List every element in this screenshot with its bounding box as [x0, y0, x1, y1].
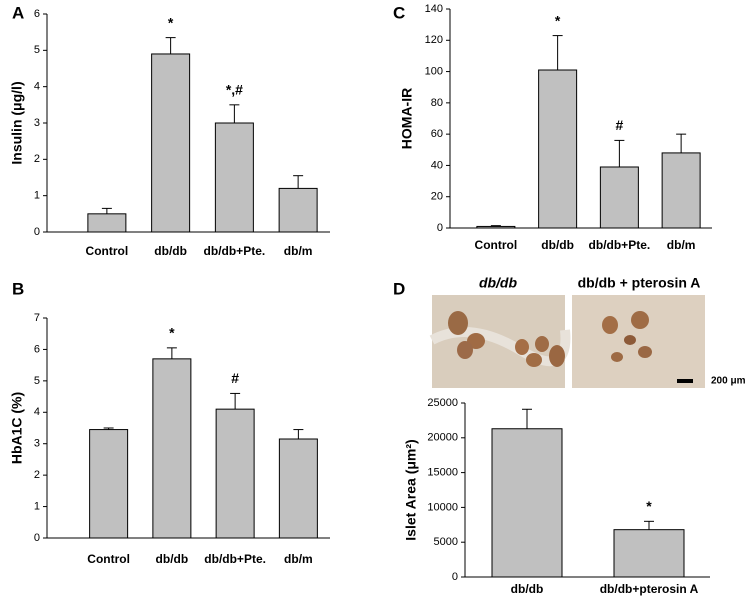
significance-mark: *: [169, 325, 175, 341]
y-axis-title: Insulin (μg/l): [9, 81, 25, 164]
image-label: db/db + pterosin A: [578, 275, 701, 291]
y-tick-label: 0: [34, 532, 40, 544]
y-tick-label: 0: [437, 222, 443, 234]
error-bar: [552, 35, 563, 71]
y-tick-label: 15000: [427, 467, 458, 479]
significance-mark: #: [615, 117, 623, 133]
x-tick-label: db/m: [284, 244, 313, 258]
y-tick-label: 4: [34, 406, 40, 418]
error-bar: [103, 427, 114, 430]
bar: [152, 358, 192, 539]
bar: [278, 438, 318, 539]
y-tick-label: 2: [34, 153, 40, 165]
bar: [151, 53, 191, 233]
significance-mark: *: [646, 498, 652, 514]
y-tick-label: 5: [34, 44, 40, 56]
x-tick-label: db/db+Pte.: [204, 244, 266, 258]
error-bar: [614, 139, 625, 167]
y-tick-label: 140: [425, 3, 443, 15]
significance-mark: *: [555, 12, 561, 28]
panel-label: C: [393, 3, 405, 22]
y-axis-title: HbA1C (%): [9, 392, 25, 464]
y-axis-title: Islet Area (μm²): [403, 439, 419, 540]
x-tick-label: db/db+Pte.: [589, 238, 651, 252]
micrograph-right: [572, 295, 705, 388]
x-tick-label: db/m: [284, 552, 313, 566]
panel-label: D: [393, 279, 405, 298]
y-tick-label: 20: [431, 191, 443, 203]
y-tick-label: 20000: [427, 432, 458, 444]
bar: [491, 428, 563, 578]
y-tick-label: 7: [34, 312, 40, 324]
bar: [215, 408, 255, 539]
x-tick-label: db/db: [156, 552, 189, 566]
y-tick-label: 1: [34, 500, 40, 512]
bar: [214, 122, 254, 233]
error-bar: [676, 133, 687, 153]
error-bar: [522, 408, 532, 429]
y-axis-title: HOMA-IR: [399, 88, 415, 149]
y-tick-label: 3: [34, 117, 40, 129]
y-tick-label: 10000: [427, 501, 458, 513]
significance-mark: *: [168, 14, 174, 30]
error-bar: [166, 347, 177, 359]
error-bar: [293, 175, 304, 189]
y-tick-label: 25000: [427, 397, 458, 409]
bar: [89, 429, 129, 539]
micrograph-left: [429, 295, 571, 388]
y-tick-label: 4: [34, 81, 40, 93]
y-tick-label: 1: [34, 190, 40, 202]
y-tick-label: 5000: [434, 536, 458, 548]
y-tick-label: 0: [452, 571, 458, 583]
x-tick-label: db/db+pterosin A: [600, 582, 699, 596]
y-tick-label: 0: [34, 226, 40, 238]
error-bar: [101, 207, 112, 214]
x-tick-label: Control: [475, 238, 518, 252]
error-bar: [293, 429, 304, 439]
bar: [661, 152, 701, 229]
panel-label: A: [12, 3, 24, 22]
y-tick-label: 6: [34, 8, 40, 20]
bar: [87, 213, 127, 233]
bar: [599, 166, 639, 229]
x-tick-label: Control: [87, 552, 130, 566]
x-tick-label: db/db: [511, 582, 544, 596]
significance-mark: #: [231, 370, 239, 386]
error-bar: [644, 520, 654, 530]
error-bar: [165, 37, 176, 54]
error-bar: [229, 104, 240, 123]
x-tick-label: db/m: [667, 238, 696, 252]
scale-label: 200 μm: [711, 376, 746, 387]
x-tick-label: db/db+Pte.: [204, 552, 266, 566]
y-tick-label: 3: [34, 438, 40, 450]
y-tick-label: 6: [34, 343, 40, 355]
y-tick-label: 80: [431, 97, 443, 109]
x-tick-label: db/db: [154, 244, 187, 258]
significance-mark: *,#: [226, 82, 243, 98]
bar: [613, 529, 685, 578]
error-bar: [490, 225, 501, 227]
bar: [538, 69, 578, 229]
y-tick-label: 40: [431, 159, 443, 171]
error-bar: [230, 392, 241, 410]
x-tick-label: Control: [86, 244, 129, 258]
y-tick-label: 5: [34, 375, 40, 387]
y-tick-label: 60: [431, 128, 443, 140]
y-tick-label: 100: [425, 65, 443, 77]
bar: [476, 225, 516, 229]
image-label: db/db: [479, 275, 518, 291]
bar: [278, 187, 318, 233]
x-tick-label: db/db: [541, 238, 574, 252]
panel-label: B: [12, 279, 24, 298]
y-tick-label: 120: [425, 34, 443, 46]
y-tick-label: 2: [34, 469, 40, 481]
